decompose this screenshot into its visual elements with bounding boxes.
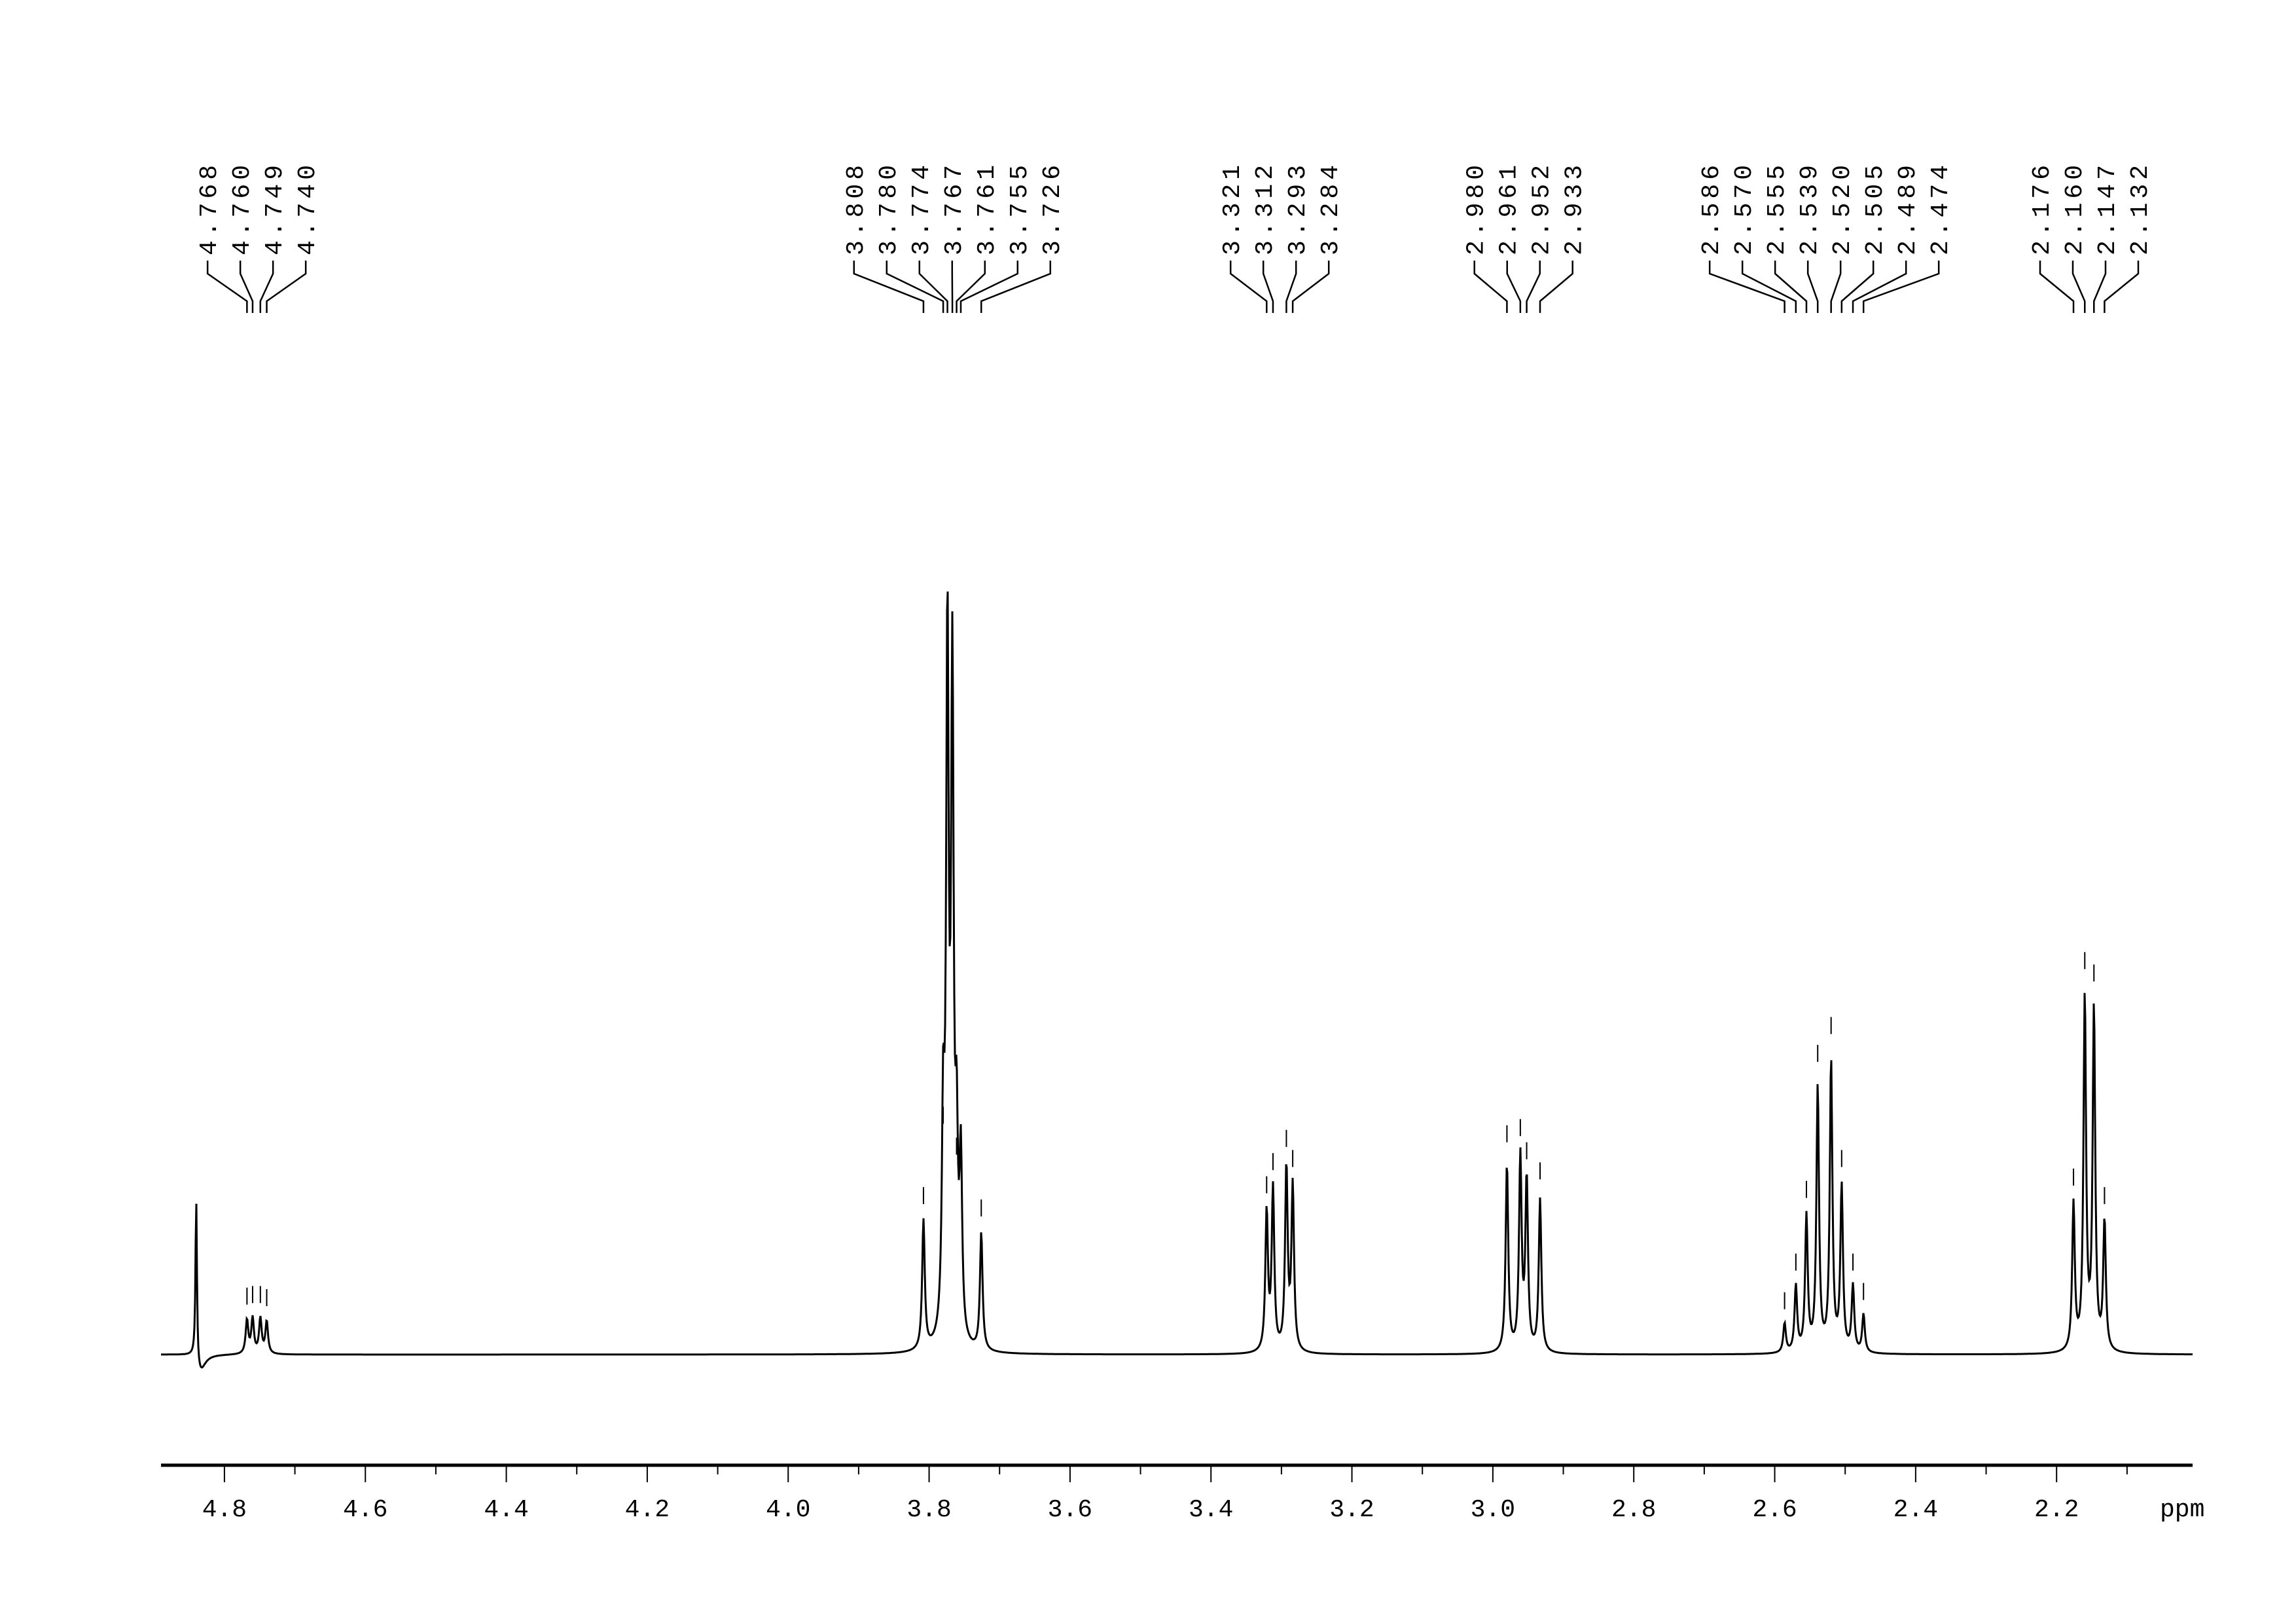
peak-label-connector [259, 261, 274, 313]
peak-label: 4.749 [261, 161, 289, 255]
tick-label: 3.8 [906, 1496, 951, 1524]
peak-label: 4.760 [228, 161, 257, 255]
peak-label-connector [1526, 261, 1541, 313]
peak-label-connector [980, 261, 1052, 313]
tick-label: 2.8 [1611, 1496, 1656, 1524]
x-axis: 4.8 4.6 4.4 4.2 4.0 3.8 3.6 3.4 3.2 3.0 2.8 2.6 2.4 2… [161, 1463, 2193, 1524]
peak-label: 2.539 [1796, 161, 1824, 255]
tick-label: 3.2 [1329, 1496, 1374, 1524]
peak-label-connector [206, 261, 248, 313]
peak-label-connector [956, 261, 986, 313]
tick-label: 4.0 [766, 1496, 810, 1524]
peak-label-connector [1229, 261, 1268, 313]
peak-label-connector [1262, 261, 1274, 313]
peak-label-connector [886, 261, 944, 313]
peak-label-connector [1506, 261, 1522, 313]
tick-label: 2.6 [1752, 1496, 1797, 1524]
peak-label-connector [2093, 261, 2107, 313]
peak-label: 2.586 [1698, 161, 1726, 255]
peak-label: 4.740 [294, 161, 322, 255]
peak-label-connector [1774, 261, 1808, 313]
tick-label: 2.4 [1893, 1496, 1938, 1524]
peak-label: 3.284 [1317, 161, 1345, 255]
peak-label: 3.767 [941, 161, 969, 255]
x-axis-label: ppm [2160, 1496, 2204, 1524]
peak-label: 2.520 [1829, 161, 1857, 255]
tick-label: 3.4 [1189, 1496, 1233, 1524]
spectrum-line [161, 591, 2193, 1369]
peak-label-connector [960, 261, 1019, 313]
peak-label: 2.933 [1561, 161, 1589, 255]
peak-label-connector [2039, 261, 2075, 313]
peak-label: 2.474 [1927, 161, 1955, 255]
peak-label: 2.961 [1496, 161, 1524, 255]
peak-label-connector [2072, 261, 2086, 313]
tick-label: 4.2 [625, 1496, 670, 1524]
tick-label: 3.0 [1471, 1496, 1515, 1524]
tick-label: 4.4 [484, 1496, 528, 1524]
peak-labels: 4.768 4.760 4.749 4.740 3.808 3.780 3.774 3.767… [196, 161, 2155, 313]
peak-label: 2.952 [1528, 161, 1556, 255]
peak-label: 4.768 [196, 161, 224, 255]
peak-label-connector [1830, 261, 1842, 313]
tick-label: 3.6 [1048, 1496, 1092, 1524]
peak-label-connector [1473, 261, 1508, 313]
peak-label: 2.160 [2061, 161, 2089, 255]
peak-label: 2.147 [2094, 161, 2122, 255]
peak-label-connector [1291, 261, 1330, 313]
peak-label: 3.726 [1039, 161, 1067, 255]
peak-label-connector [1862, 261, 1940, 313]
peak-label-connector [1806, 261, 1819, 313]
peak-label-connector [1708, 261, 1785, 313]
tick-label: 2.2 [2034, 1496, 2079, 1524]
peak-label-connector [918, 261, 948, 313]
peak-label: 2.555 [1763, 161, 1791, 255]
peak-label: 3.321 [1219, 161, 1247, 255]
peak-label: 3.312 [1251, 161, 1280, 255]
peak-label: 2.489 [1894, 161, 1922, 255]
peak-label: 2.570 [1731, 161, 1759, 255]
peak-label-connector [1285, 261, 1297, 313]
peak-label-connector [853, 261, 925, 313]
peak-markers [246, 596, 2106, 1309]
peak-label: 2.132 [2126, 161, 2155, 255]
peak-label: 2.176 [2028, 161, 2056, 255]
peak-label: 2.980 [1463, 161, 1491, 255]
peak-label-connector [2104, 261, 2140, 313]
peak-label-connector [1852, 261, 1907, 313]
peak-label: 3.780 [875, 161, 903, 255]
tick-label: 4.8 [202, 1496, 247, 1524]
peak-label: 3.755 [1006, 161, 1034, 255]
peak-label-connector [239, 261, 254, 313]
peak-label: 3.761 [973, 161, 1001, 255]
tick-label: 4.6 [343, 1496, 387, 1524]
peak-label-connector [1741, 261, 1797, 313]
peak-label: 3.808 [842, 161, 870, 255]
peak-label-connector [266, 261, 307, 313]
peak-label: 3.774 [908, 161, 936, 255]
peak-label: 2.505 [1861, 161, 1890, 255]
peak-label-connector [1840, 261, 1874, 313]
peak-label: 3.293 [1284, 161, 1312, 255]
peak-label-connector [1539, 261, 1573, 313]
